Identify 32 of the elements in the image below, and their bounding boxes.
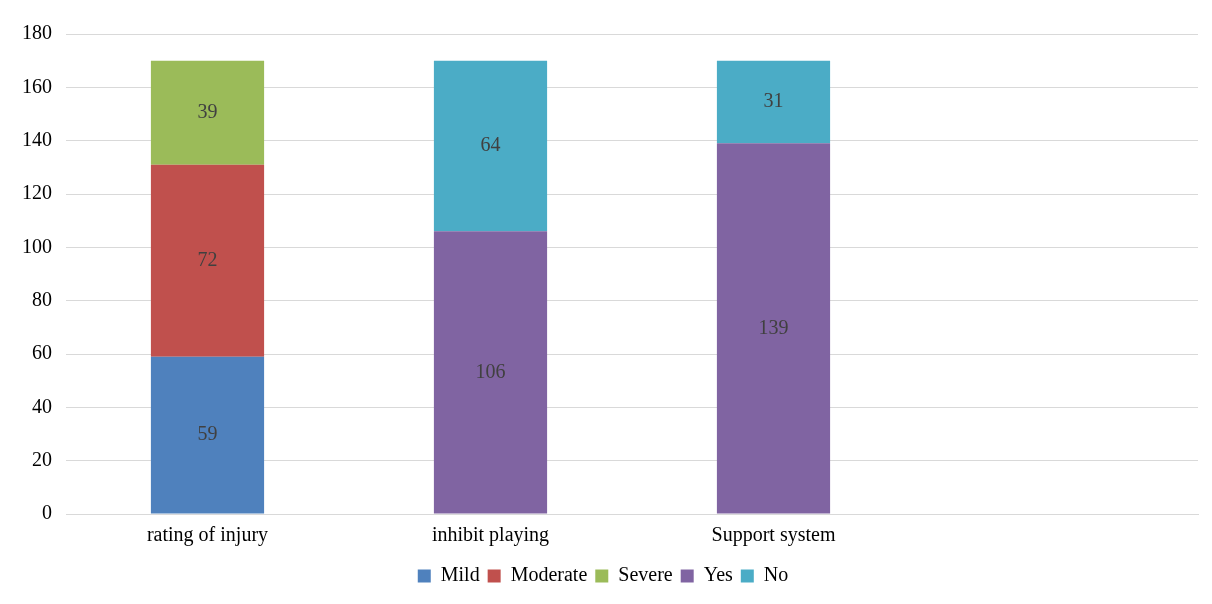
y-tick-label: 20 xyxy=(32,447,52,470)
y-tick-label: 160 xyxy=(22,74,52,97)
legend-label: No xyxy=(763,563,789,586)
bar xyxy=(433,60,548,232)
data-label: 59 xyxy=(197,422,218,445)
bar xyxy=(716,143,831,514)
bar xyxy=(150,60,265,165)
legend-label: Yes xyxy=(703,563,734,586)
bar xyxy=(716,60,831,144)
bar xyxy=(150,356,265,514)
y-tick-label: 40 xyxy=(32,394,52,417)
y-tick-label: 120 xyxy=(22,181,52,204)
bar xyxy=(150,164,265,357)
data-label: 72 xyxy=(197,247,218,270)
y-tick-label: 80 xyxy=(32,287,52,310)
x-tick-label: inhibit playing xyxy=(431,523,550,547)
legend-label: Severe xyxy=(618,563,673,586)
y-tick-label: 140 xyxy=(22,127,52,150)
data-label: 64 xyxy=(480,133,501,156)
y-tick-label: 0 xyxy=(42,501,52,524)
legend-label: Mild xyxy=(440,563,480,586)
data-label: 106 xyxy=(475,359,506,382)
bar xyxy=(433,231,548,514)
legend-label: Moderate xyxy=(510,563,588,586)
data-label: 139 xyxy=(758,315,789,338)
y-tick-label: 100 xyxy=(22,234,52,257)
y-tick-label: 60 xyxy=(32,341,52,364)
y-tick-label: 180 xyxy=(22,21,52,44)
data-label: 31 xyxy=(763,89,784,112)
data-label: 39 xyxy=(197,99,218,122)
x-tick-label: Support system xyxy=(711,523,836,547)
x-tick-label: rating of injury xyxy=(146,523,269,547)
